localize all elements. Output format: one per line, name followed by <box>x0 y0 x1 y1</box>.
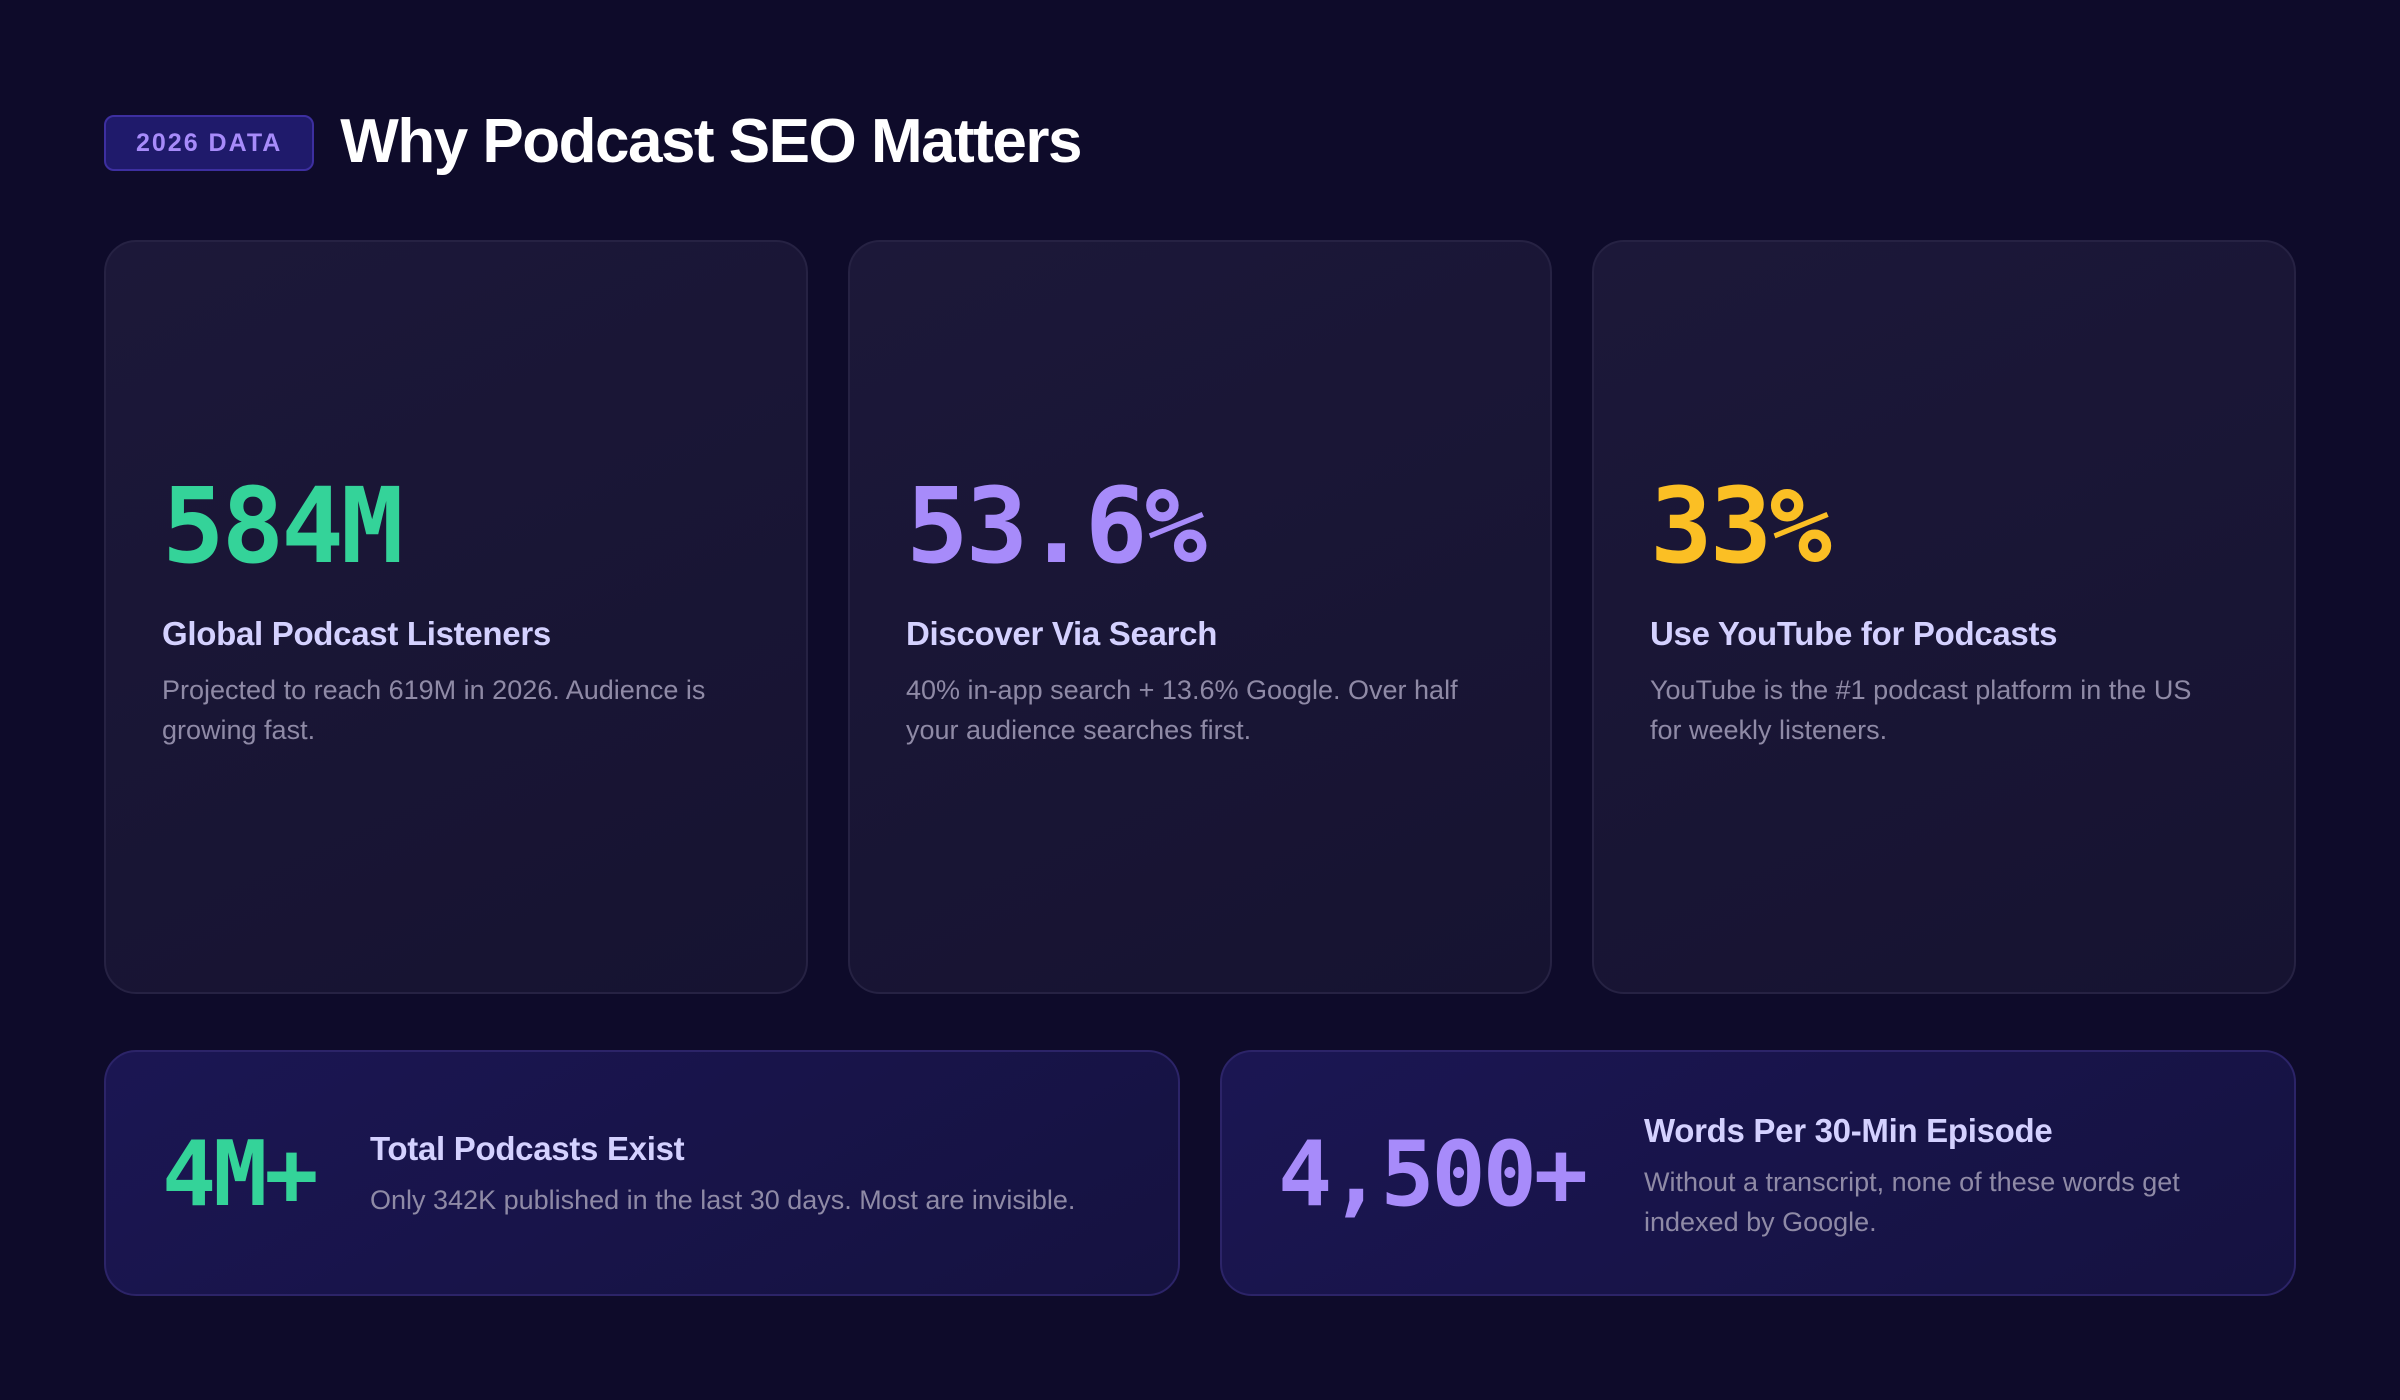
stat-card-discover-via-search: 53.6% Discover Via Search 40% in-app sea… <box>848 240 1552 994</box>
stat-description: Projected to reach 619M in 2026. Audienc… <box>162 675 706 745</box>
stat-value: 33% <box>1650 465 1832 587</box>
stat-description: Only 342K published in the last 30 days.… <box>370 1185 1076 1215</box>
stat-value: 584M <box>162 465 403 587</box>
stat-label: Global Podcast Listeners <box>162 615 551 652</box>
stat-label: Discover Via Search <box>906 615 1218 652</box>
stat-value: 53.6% <box>906 465 1207 587</box>
stat-description: 40% in-app search + 13.6% Google. Over h… <box>906 675 1458 745</box>
stat-value: 4,500+ <box>1278 1122 1588 1227</box>
stat-value: 4M+ <box>162 1122 319 1227</box>
data-year-badge: 2026 DATA <box>104 115 315 171</box>
stat-label: Words Per 30-Min Episode <box>1644 1112 2053 1149</box>
header: 2026 DATA Why Podcast SEO Matters <box>104 104 1082 178</box>
stat-card-total-podcasts: 4M+ Total Podcasts Exist Only 342K publi… <box>104 1050 1180 1296</box>
page-title: Why Podcast SEO Matters <box>340 106 1082 176</box>
stat-card-words-per-episode: 4,500+ Words Per 30-Min Episode Without … <box>1220 1050 2296 1296</box>
stat-label: Use YouTube for Podcasts <box>1650 615 2058 652</box>
stat-description: YouTube is the #1 podcast platform in th… <box>1650 675 2192 745</box>
stat-card-youtube-podcasts: 33% Use YouTube for Podcasts YouTube is … <box>1592 240 2296 994</box>
stat-card-global-listeners: 584M Global Podcast Listeners Projected … <box>104 240 808 994</box>
stat-label: Total Podcasts Exist <box>370 1130 685 1167</box>
stat-description: Without a transcript, none of these word… <box>1644 1167 2180 1237</box>
